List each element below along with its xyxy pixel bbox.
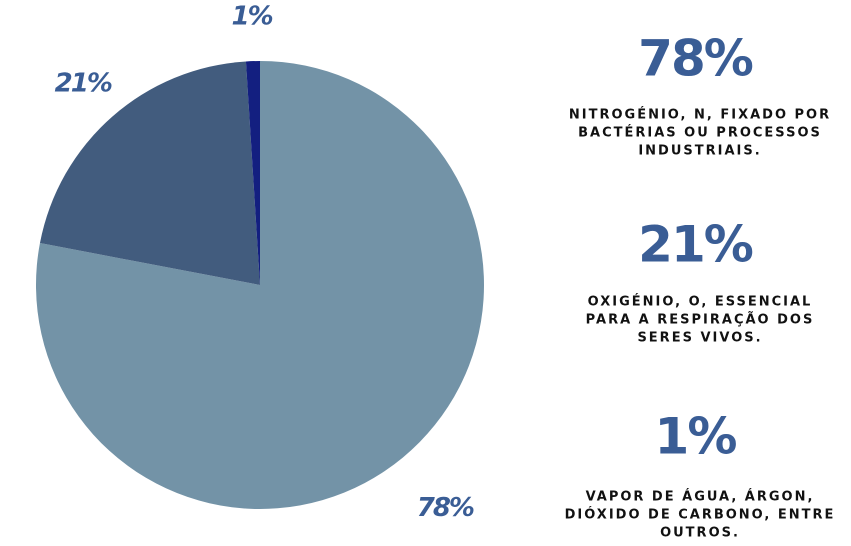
description: INDUSTRIAIS. (638, 144, 761, 159)
description: VAPOR DE ÁGUA, ÁRGON, (586, 489, 815, 505)
pie-slice (245, 61, 260, 285)
description: SERES VIVOS. (637, 331, 762, 346)
description: PARA A RESPIRAÇÃO DOS (586, 312, 815, 328)
highlight-value: 78% (638, 30, 753, 88)
highlight-value: 1% (655, 408, 737, 466)
description: OUTROS. (660, 526, 740, 541)
description: DIÓXIDO DE CARBONO, ENTRE (565, 507, 836, 523)
pie-slice (39, 61, 261, 285)
description: BACTÉRIAS OU PROCESSOS (578, 125, 822, 141)
pie-label: 78% (417, 493, 474, 523)
pie-label: 1% (232, 2, 273, 32)
highlight-value: 21% (638, 216, 753, 274)
description: NITROGÉNIO, N, FIXADO POR (569, 107, 831, 123)
description: OXIGÉNIO, O, ESSENCIAL (588, 294, 813, 310)
pie-label: 21% (55, 68, 112, 98)
